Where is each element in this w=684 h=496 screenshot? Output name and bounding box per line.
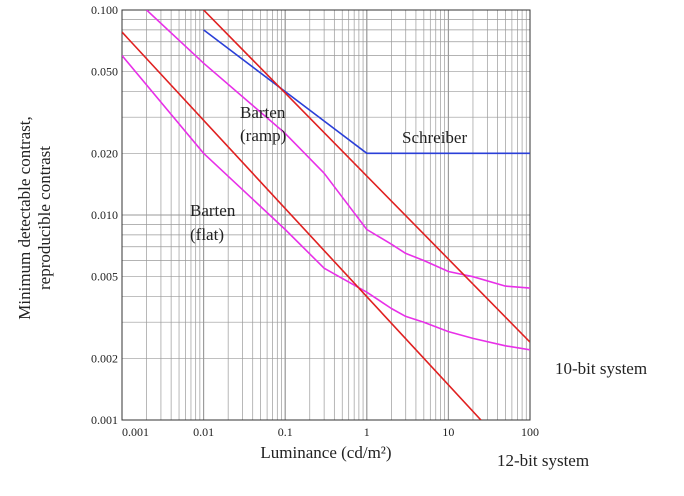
x-tick-label: 0.001 — [122, 425, 149, 439]
y-tick-label: 0.100 — [91, 3, 118, 17]
series — [122, 10, 530, 420]
barten-flat-label: Barten — [190, 201, 236, 220]
12-bit-system-label: 12-bit system — [497, 451, 589, 470]
x-tick-label: 10 — [442, 425, 454, 439]
barten-ramp-label: (ramp) — [240, 126, 286, 145]
x-tick-label: 0.01 — [193, 425, 214, 439]
barten-ramp-label: Barten — [240, 103, 286, 122]
tick-labels: 0.001 0.01 0.1 1 10 100 0.001 0.002 0.005 0.010 0.… — [91, 3, 539, 439]
grid — [121, 9, 531, 421]
y-tick-label: 0.002 — [91, 351, 118, 365]
y-tick-label: 0.005 — [91, 270, 118, 284]
y-axis-label-line-2: reproducible contrast — [35, 146, 54, 290]
series-12-bit-system — [122, 31, 482, 420]
y-tick-label: 0.010 — [91, 208, 118, 222]
y-tick-label: 0.050 — [91, 65, 118, 79]
y-tick-label: 0.020 — [91, 146, 118, 160]
schreiber-label: Schreiber — [402, 128, 467, 147]
y-axis-label-line-1: Minimum detectable contrast, — [15, 116, 34, 319]
series-10-bit-system — [203, 10, 530, 343]
x-axis-label: Luminance (cd/m²) — [260, 443, 391, 462]
x-tick-label: 1 — [364, 425, 370, 439]
x-tick-label: 100 — [521, 425, 539, 439]
series-schreiber — [203, 29, 530, 155]
series-barten-flat — [122, 54, 530, 351]
10-bit-system-label: 10-bit system — [555, 359, 647, 378]
y-tick-label: 0.001 — [91, 413, 118, 427]
series-barten-ramp — [146, 10, 530, 289]
x-tick-label: 0.1 — [278, 425, 293, 439]
barten-flat-label: (flat) — [190, 225, 224, 244]
plot-frame — [121, 9, 531, 421]
